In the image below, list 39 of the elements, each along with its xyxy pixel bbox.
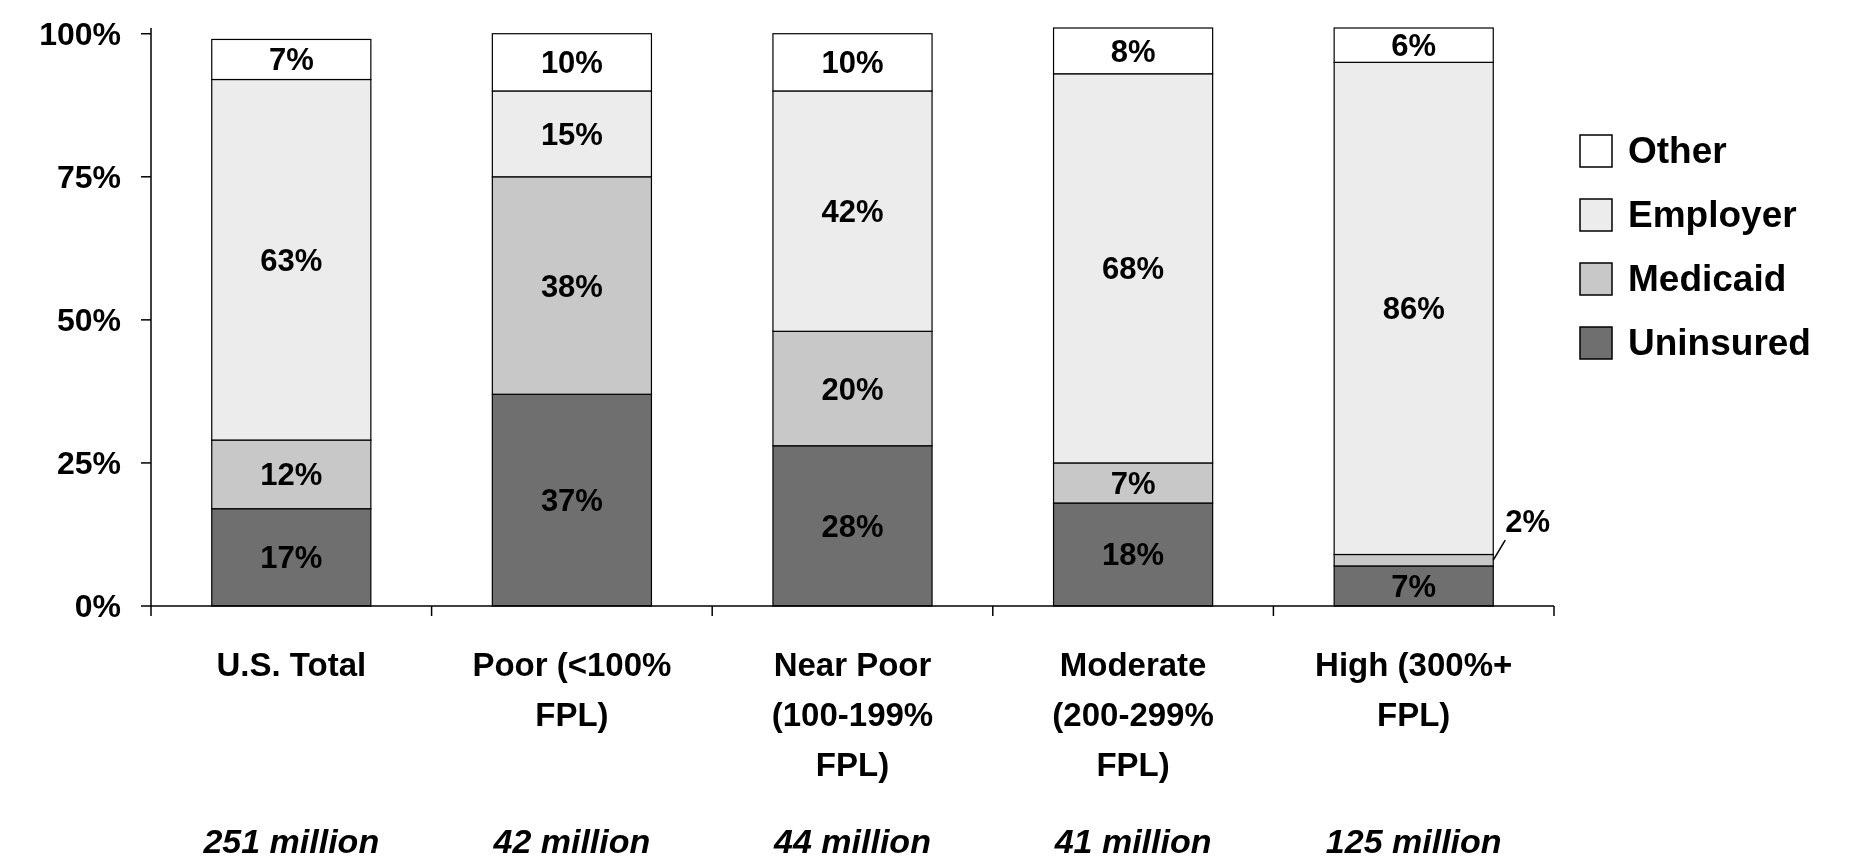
x-tick-label: Near Poor (100-199% FPL)	[771, 646, 934, 783]
data-label: 28%	[821, 508, 884, 544]
x-tick-label: Moderate (200-299% FPL)	[1052, 646, 1214, 783]
data-label: 2%	[1505, 504, 1551, 540]
data-label: 68%	[1102, 251, 1165, 287]
data-label: 7%	[1391, 568, 1437, 604]
x-tick-label: Poor (<100% FPL)	[472, 646, 672, 733]
data-label: 37%	[540, 483, 603, 519]
legend-label: Employer	[1628, 194, 1797, 235]
data-label: 12%	[260, 457, 323, 493]
y-tick-label: 25%	[56, 444, 121, 481]
data-label: 8%	[1110, 33, 1156, 69]
text: 42 million	[492, 822, 651, 858]
data-label: 10%	[540, 45, 603, 81]
legend-label: Medicaid	[1628, 258, 1787, 299]
y-tick-label: 0%	[74, 588, 121, 624]
data-label: 7%	[1110, 465, 1156, 501]
data-label: 38%	[540, 268, 603, 304]
data-label: 18%	[1102, 537, 1165, 573]
data-label: 42%	[821, 194, 884, 230]
text: 44 million	[773, 822, 931, 858]
data-label: 15%	[540, 116, 603, 152]
data-label: 17%	[260, 540, 323, 576]
data-label: 10%	[821, 45, 884, 81]
legend-label: Other	[1628, 130, 1727, 171]
x-tick-label: U.S. Total	[216, 646, 367, 683]
legend-label: Uninsured	[1628, 322, 1811, 363]
data-label: 86%	[1382, 291, 1445, 327]
text: 125 million	[1325, 822, 1502, 858]
y-tick-label: 50%	[56, 301, 121, 338]
data-label: 63%	[260, 242, 323, 278]
data-label: 7%	[268, 42, 314, 78]
data-label: 6%	[1391, 28, 1437, 64]
text: 41 million	[1053, 822, 1212, 858]
data-label: 20%	[821, 371, 884, 407]
text: 251 million	[202, 822, 380, 858]
x-tick-label: High (300%+ FPL)	[1315, 646, 1513, 733]
y-tick-label: 100%	[39, 15, 121, 52]
y-tick-label: 75%	[56, 158, 121, 195]
